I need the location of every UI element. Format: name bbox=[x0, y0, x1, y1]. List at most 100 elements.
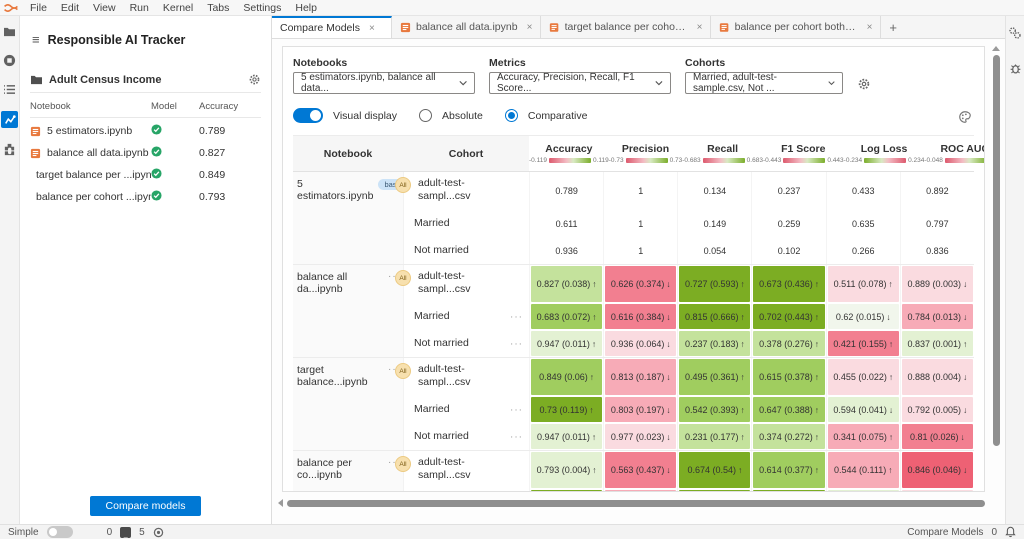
horizontal-scroll-thumb[interactable] bbox=[287, 499, 985, 507]
visual-display-toggle[interactable] bbox=[293, 108, 323, 123]
metric-cell[interactable]: 0.683 (0.072) ↑ bbox=[529, 303, 603, 330]
cohort-cell[interactable]: All adult-test-sampl...csv bbox=[395, 265, 529, 303]
metric-cell[interactable]: 0.149 bbox=[677, 210, 751, 237]
metric-cell[interactable]: 0.888 (0.004) ↓ bbox=[899, 358, 974, 396]
vertical-scroll-thumb[interactable] bbox=[992, 55, 1000, 446]
metric-cell[interactable]: 0.374 (0.272) ↑ bbox=[751, 423, 825, 450]
metric-cell[interactable]: 0.702 (0.443) ↑ bbox=[751, 303, 825, 330]
cohort-cell[interactable]: Married··· bbox=[403, 303, 529, 330]
group-notebook-cell[interactable]: balance all da...ipynb ··· bbox=[293, 265, 403, 357]
metric-cell[interactable]: 0.815 (0.666) ↑ bbox=[677, 303, 751, 330]
tab-balance-per-cohort-both-ipyn[interactable]: balance per cohort both.ipyn × bbox=[711, 16, 882, 38]
metric-cell[interactable]: 0.73 (0.119) ↑ bbox=[529, 396, 603, 423]
tab-close-icon[interactable]: × bbox=[368, 22, 375, 34]
metric-cell[interactable]: 0.616 (0.384) ↓ bbox=[603, 303, 677, 330]
metric-cell[interactable]: 0.635 bbox=[825, 210, 900, 237]
metric-cell[interactable]: 0.803 (0.197) ↓ bbox=[603, 396, 677, 423]
hamburger-icon[interactable]: ≡ bbox=[32, 32, 40, 47]
cohorts-dropdown[interactable]: Married, adult-test-sample.csv, Not ... bbox=[685, 72, 843, 94]
metric-cell[interactable]: 0.837 (0.001) ↑ bbox=[899, 330, 974, 357]
simple-mode-toggle[interactable] bbox=[46, 526, 73, 538]
metric-cell[interactable]: 0.727 (0.593) ↑ bbox=[677, 265, 751, 303]
metric-cell[interactable]: 0.797 bbox=[899, 210, 974, 237]
metric-cell[interactable]: 0.789 bbox=[529, 172, 603, 210]
metric-cell[interactable]: 0.542 (0.393) ↑ bbox=[677, 396, 751, 423]
menu-item-settings[interactable]: Settings bbox=[243, 1, 282, 14]
row-menu-icon[interactable]: ··· bbox=[510, 431, 523, 442]
menu-item-tabs[interactable]: Tabs bbox=[207, 1, 230, 14]
menu-item-file[interactable]: File bbox=[30, 1, 47, 14]
compare-models-button[interactable]: Compare models bbox=[89, 496, 202, 516]
tab-target-balance-per-cohort-ipy[interactable]: target balance per cohort.ipy × bbox=[541, 16, 712, 38]
metric-cell[interactable]: 1 bbox=[603, 172, 677, 210]
notebooks-dropdown[interactable]: 5 estimators.ipynb, balance all data... bbox=[293, 72, 475, 94]
vertical-scrollbar[interactable] bbox=[991, 46, 1001, 490]
group-notebook-cell[interactable]: balance per co...ipynb ··· bbox=[293, 451, 403, 491]
metric-cell[interactable]: 0.62 (0.015) ↓ bbox=[825, 303, 900, 330]
new-tab-button[interactable]: + bbox=[889, 19, 898, 35]
metric-cell[interactable]: 0.596 (0.039)↓ bbox=[825, 489, 900, 491]
tab-balance-all-data-ipynb[interactable]: balance all data.ipynb × bbox=[392, 16, 542, 38]
metric-cell[interactable]: 0.674 (0.54) ↑ bbox=[677, 451, 751, 489]
metric-cell[interactable]: 0.936 bbox=[529, 237, 603, 264]
metric-cell[interactable]: 0.102 bbox=[751, 237, 825, 264]
metric-cell[interactable]: 0.793 (0.004) ↑ bbox=[529, 451, 603, 489]
menu-item-view[interactable]: View bbox=[93, 1, 116, 14]
tab-close-icon[interactable]: × bbox=[526, 21, 533, 33]
metric-cell[interactable]: 0.544 (0.111) ↑ bbox=[825, 451, 900, 489]
cohort-cell[interactable]: All adult-test-sampl...csv bbox=[395, 358, 529, 396]
metric-cell[interactable]: 0.259 bbox=[751, 210, 825, 237]
metric-cell[interactable]: 0.827 (0.038) ↑ bbox=[529, 265, 603, 303]
menu-item-run[interactable]: Run bbox=[129, 1, 149, 14]
property-inspector-icon[interactable] bbox=[1008, 26, 1022, 40]
metric-cell[interactable]: 0.237 (0.183) ↑ bbox=[677, 330, 751, 357]
metric-cell[interactable]: 0.947 (0.011) ↑ bbox=[529, 423, 603, 450]
cohort-cell[interactable]: All adult-test-sampl...csv bbox=[395, 451, 529, 489]
status-panel-label[interactable]: Compare Models bbox=[907, 526, 984, 538]
row-menu-icon[interactable]: ··· bbox=[388, 457, 401, 468]
metrics-dropdown[interactable]: Accuracy, Precision, Recall, F1 Score... bbox=[489, 72, 671, 94]
metric-cell[interactable]: 0.81 (0.026) ↓ bbox=[899, 423, 974, 450]
metric-cell[interactable]: 0.341 (0.075) ↑ bbox=[825, 423, 900, 450]
metric-cell[interactable]: 1 bbox=[603, 210, 677, 237]
metric-cell[interactable]: 0.134 bbox=[677, 172, 751, 210]
row-menu-icon[interactable]: ··· bbox=[388, 364, 401, 375]
rai-tracker-icon[interactable] bbox=[1, 111, 18, 128]
metric-cell[interactable]: 0.69 (0.431)↑ bbox=[751, 489, 825, 491]
debugger-bug-icon[interactable] bbox=[1009, 62, 1022, 75]
cohort-cell[interactable]: All adult-test-sampl...csv bbox=[395, 172, 529, 210]
metric-cell[interactable]: 0.836 bbox=[899, 237, 974, 264]
metric-cell[interactable]: 0.563 (0.437) ↓ bbox=[603, 451, 677, 489]
files-icon[interactable] bbox=[2, 24, 17, 39]
metric-cell[interactable]: 0.892 bbox=[899, 172, 974, 210]
cohort-cell[interactable]: Married··· bbox=[403, 489, 529, 491]
metric-cell[interactable]: 0.614 (0.377) ↑ bbox=[751, 451, 825, 489]
notebook-list-item[interactable]: balance all data.ipynb 0.827 bbox=[30, 142, 261, 164]
metric-cell[interactable]: 0.237 bbox=[751, 172, 825, 210]
metric-cell[interactable]: 0.378 (0.276) ↑ bbox=[751, 330, 825, 357]
notifications-bell-icon[interactable] bbox=[1005, 526, 1016, 538]
cohort-cell[interactable]: Married··· bbox=[403, 396, 529, 423]
project-row[interactable]: Adult Census Income bbox=[30, 73, 261, 93]
tab-close-icon[interactable]: × bbox=[696, 21, 703, 33]
metric-cell[interactable]: 0.647 (0.388) ↑ bbox=[751, 396, 825, 423]
row-menu-icon[interactable]: ··· bbox=[510, 311, 523, 322]
metric-cell[interactable]: 0.977 (0.023) ↓ bbox=[603, 423, 677, 450]
metric-cell[interactable]: 0.846 (0.046) ↓ bbox=[899, 451, 974, 489]
table-of-contents-icon[interactable] bbox=[2, 82, 17, 97]
metric-cell[interactable]: 0.936 (0.064) ↓ bbox=[603, 330, 677, 357]
metric-cell[interactable]: 1 bbox=[603, 237, 677, 264]
metric-cell[interactable]: 0.615 (0.378) ↑ bbox=[751, 358, 825, 396]
metric-cell[interactable]: 0.663 (0.514)↑ bbox=[677, 489, 751, 491]
metric-cell[interactable]: 0.889 (0.003) ↓ bbox=[899, 265, 974, 303]
horizontal-scrollbar[interactable] bbox=[278, 498, 985, 508]
metric-cell[interactable]: 0.054 bbox=[677, 237, 751, 264]
menu-item-kernel[interactable]: Kernel bbox=[162, 1, 194, 14]
menu-item-help[interactable]: Help bbox=[295, 1, 317, 14]
metric-cell[interactable]: 0.594 (0.041) ↓ bbox=[825, 396, 900, 423]
metric-cell[interactable]: 0.511 (0.078) ↑ bbox=[825, 265, 900, 303]
metric-cell[interactable]: 0.79 (0.007)↓ bbox=[899, 489, 974, 491]
row-menu-icon[interactable]: ··· bbox=[510, 404, 523, 415]
metric-cell[interactable]: 0.813 (0.187) ↓ bbox=[603, 358, 677, 396]
group-notebook-cell[interactable]: target balance...ipynb ··· bbox=[293, 358, 403, 450]
